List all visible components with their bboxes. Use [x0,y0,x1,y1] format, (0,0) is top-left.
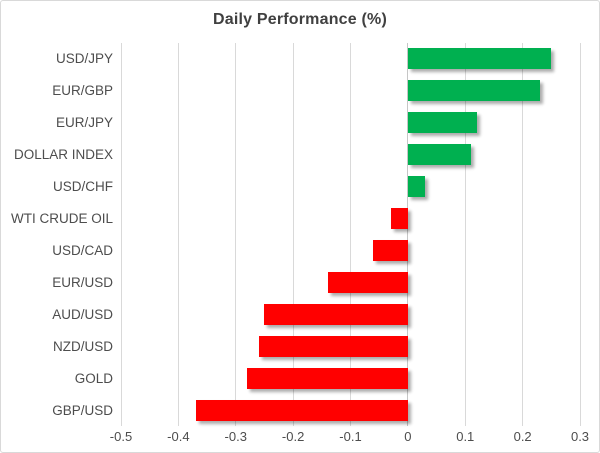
x-tick-label: -0.5 [109,429,133,444]
gridline [464,43,466,426]
bar-wti-crude-oil [390,208,408,230]
x-tick-label: 0.1 [456,429,475,444]
gridline [235,43,237,426]
category-label-eur-jpy: EUR/JPY [55,115,113,131]
bar-gold [247,367,408,389]
bar-eur-usd [327,271,408,293]
bar-eur-jpy [407,112,477,134]
bar-aud-usd [264,303,408,325]
zero-axis-line [407,43,409,426]
category-label-aud-usd: AUD/USD [52,306,113,322]
category-label-wti-crude-oil: WTI CRUDE OIL [10,211,113,227]
x-tick-label: -0.1 [339,429,362,444]
category-label-eur-usd: EUR/USD [52,274,113,290]
category-label-eur-gbp: EUR/GBP [52,83,113,99]
gridline [120,43,122,426]
category-label-gold: GOLD [74,370,113,386]
x-tick-label: -0.4 [167,429,190,444]
category-label-nzd-usd: NZD/USD [53,338,113,354]
category-label-usd-chf: USD/CHF [53,179,113,195]
gridline [292,43,294,426]
category-label-usd-jpy: USD/JPY [55,51,113,67]
bar-dollar-index [407,144,471,166]
gridline [177,43,179,426]
gridline [522,43,524,426]
bar-usd-chf [407,176,426,198]
bar-gbp-usd [195,399,408,421]
category-label-dollar-index: DOLLAR INDEX [13,147,113,163]
x-tick-label: 0 [404,429,412,444]
chart-title: Daily Performance (%) [212,11,388,28]
bar-eur-gbp [407,80,540,102]
category-label-gbp-usd: GBP/USD [52,402,113,418]
plot-area [120,43,581,426]
gridline [579,43,581,426]
x-tick-label: 0.2 [513,429,532,444]
bar-usd-cad [373,239,408,261]
bar-usd-jpy [407,48,552,70]
x-tick-label: 0.3 [570,429,590,444]
gridline [350,43,351,426]
category-label-usd-cad: USD/CAD [52,242,113,258]
bar-nzd-usd [258,335,408,357]
x-tick-label: -0.3 [224,429,247,444]
x-tick-label: -0.2 [281,429,305,444]
